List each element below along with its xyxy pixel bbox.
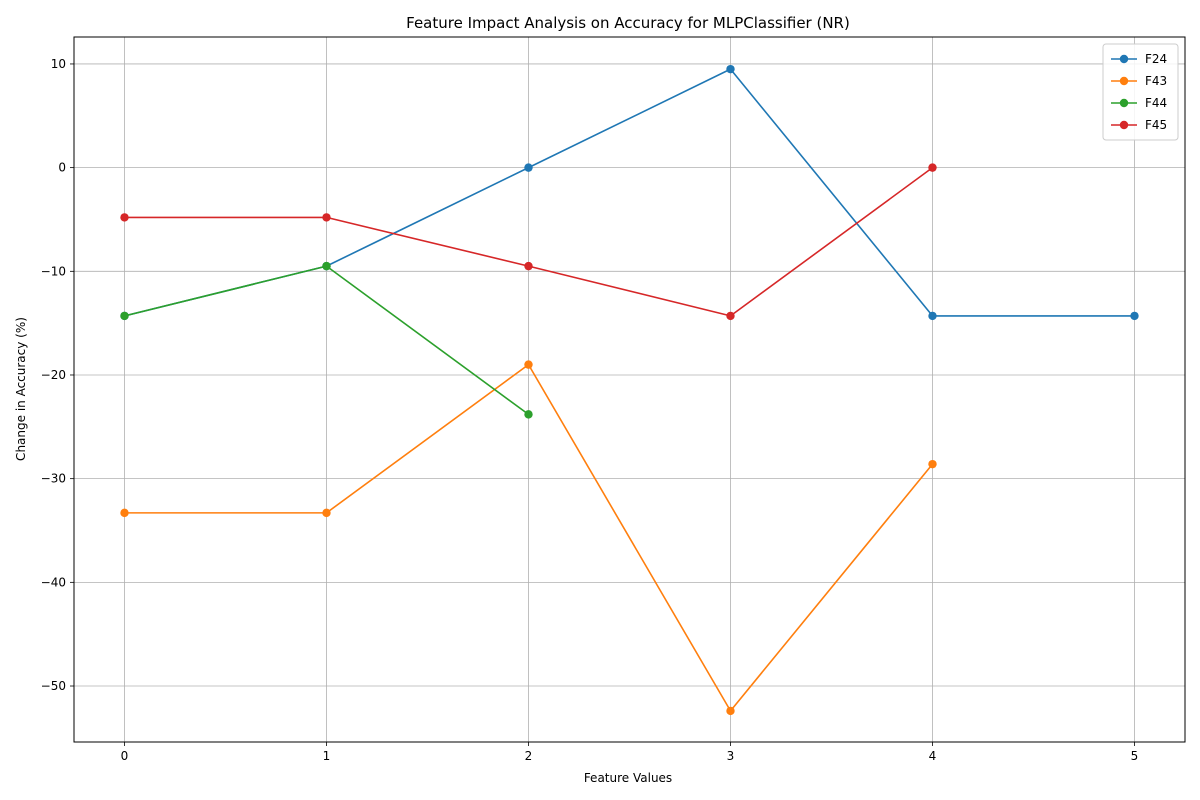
data-point-f45 xyxy=(726,311,735,321)
legend-label: F43 xyxy=(1145,74,1167,88)
grid xyxy=(74,37,1185,742)
y-tick-label: −50 xyxy=(41,679,66,693)
data-point-f43 xyxy=(120,508,129,518)
data-point-f43 xyxy=(928,459,937,469)
data-point-f43 xyxy=(322,508,331,518)
x-tick-label: 4 xyxy=(929,749,937,763)
legend-item-f24: F24 xyxy=(1111,52,1167,66)
x-axis-label: Feature Values xyxy=(584,771,672,785)
data-point-f44 xyxy=(322,261,331,271)
y-tick-label: 0 xyxy=(58,161,66,175)
y-tick-label: −30 xyxy=(41,472,66,486)
legend-swatch-marker xyxy=(1119,54,1129,64)
data-point-f24 xyxy=(524,163,533,172)
data-point-f24 xyxy=(726,64,735,74)
ticks: 0 1 2 3 4 5 10 0 −10 −20 −30 −40 −50 xyxy=(41,57,1139,763)
y-tick-label: 10 xyxy=(51,57,66,71)
data-point-f45 xyxy=(120,213,129,222)
legend-label: F24 xyxy=(1145,52,1167,66)
x-tick-label: 5 xyxy=(1131,749,1139,763)
legend-item-f45: F45 xyxy=(1111,118,1167,132)
legend-swatch-marker xyxy=(1119,76,1129,86)
x-tick-label: 0 xyxy=(121,749,129,763)
series-f43 xyxy=(120,360,937,716)
legend-label: F45 xyxy=(1145,118,1167,132)
data-point-f45 xyxy=(928,163,937,172)
series-f44 xyxy=(120,261,533,419)
y-tick-label: −40 xyxy=(41,575,66,589)
data-point-f43 xyxy=(524,360,533,369)
y-tick-label: −10 xyxy=(41,264,66,278)
y-tick-label: −20 xyxy=(41,368,66,382)
x-tick-label: 2 xyxy=(525,749,533,763)
legend-swatch-marker xyxy=(1119,98,1129,108)
x-tick-label: 1 xyxy=(323,749,331,763)
series-f24 xyxy=(120,64,1139,321)
legend-box xyxy=(1102,43,1179,141)
x-tick-label: 3 xyxy=(727,749,735,763)
data-point-f44 xyxy=(524,410,533,419)
series-layer xyxy=(120,64,1139,716)
data-point-f43 xyxy=(726,706,735,716)
legend-item-f44: F44 xyxy=(1111,96,1167,110)
legend-label: F44 xyxy=(1145,96,1167,110)
data-point-f44 xyxy=(120,311,129,321)
data-point-f24 xyxy=(928,311,937,321)
data-point-f45 xyxy=(524,261,533,271)
legend-item-f43: F43 xyxy=(1111,74,1167,88)
y-axis-label: Change in Accuracy (%) xyxy=(14,317,28,461)
legend: F24 F43 F44 F45 xyxy=(1102,43,1179,141)
series-f45 xyxy=(120,163,937,321)
legend-swatch-marker xyxy=(1119,120,1129,130)
data-point-f24 xyxy=(1130,311,1139,321)
plot-frame xyxy=(73,36,1186,743)
chart-title: Feature Impact Analysis on Accuracy for … xyxy=(406,14,850,32)
data-point-f45 xyxy=(322,213,331,222)
